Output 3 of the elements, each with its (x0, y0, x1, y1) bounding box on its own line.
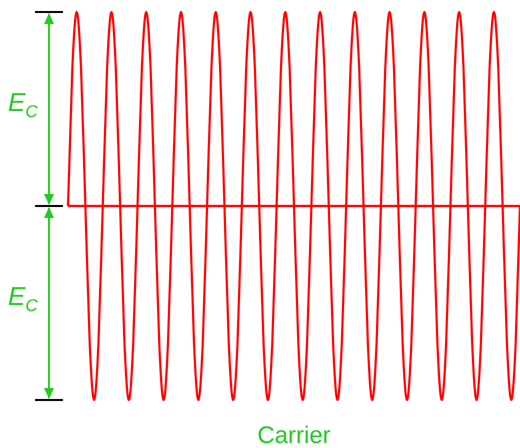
text: E$_{C}$ (8, 87, 38, 122)
text: E$_{C}$ (8, 281, 38, 316)
x-axis-title: Carrier (257, 422, 331, 448)
